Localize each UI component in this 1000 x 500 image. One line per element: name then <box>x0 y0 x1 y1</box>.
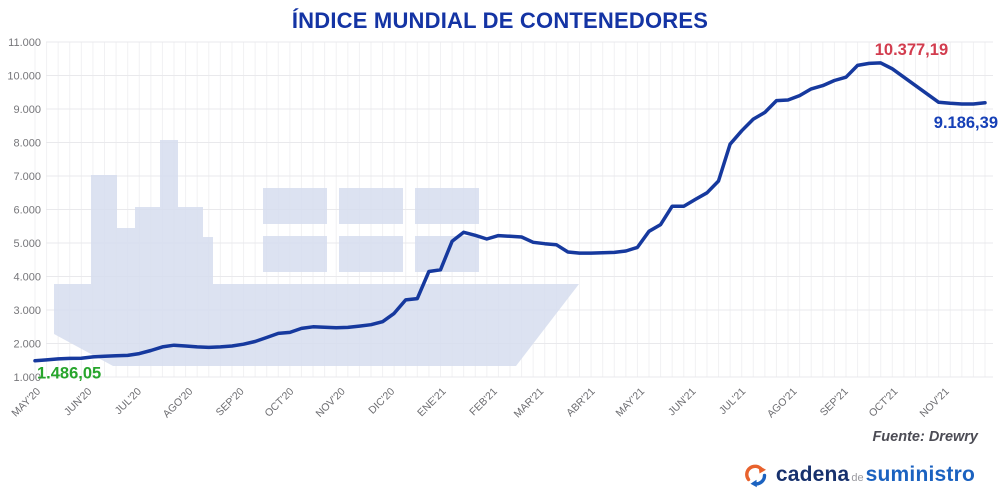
ship-watermark-block <box>263 188 327 224</box>
x-axis-tick-label: NOV'20 <box>313 386 347 420</box>
y-axis-tick-label: 9.000 <box>13 104 41 116</box>
x-axis-tick-label: ABR'21 <box>564 386 598 420</box>
y-axis-tick-label: 10.000 <box>7 71 41 83</box>
y-axis-tick-label: 5.000 <box>13 238 41 250</box>
y-axis-tick-label: 1.000 <box>13 372 41 384</box>
x-axis-tick-label: MAR'21 <box>512 386 547 421</box>
x-axis-tick-label: OCT'21 <box>867 386 901 420</box>
x-axis-tick-label: AGO'20 <box>161 386 196 421</box>
x-axis-tick-label: FEB'21 <box>467 386 500 419</box>
y-axis-tick-label: 7.000 <box>13 171 41 183</box>
ship-watermark-block <box>415 188 479 224</box>
annotation-peak-value: 10.377,19 <box>875 41 948 59</box>
container-ship-watermark <box>54 140 579 366</box>
logo-word-suministro: suministro <box>865 463 975 486</box>
ship-watermark-block <box>263 236 327 272</box>
wci-line-series <box>33 61 987 363</box>
y-axis-tick-label: 8.000 <box>13 138 41 150</box>
ship-watermark-block <box>178 207 203 284</box>
ship-watermark-block <box>117 228 135 284</box>
ship-watermark-block <box>339 188 403 224</box>
ship-watermark-block <box>339 236 403 272</box>
source-note: Fuente: Drewry <box>872 429 978 445</box>
y-axis-tick-label: 11.000 <box>8 37 41 49</box>
ship-watermark-block <box>91 175 117 284</box>
x-axis-tick-label: JUN'20 <box>62 386 95 419</box>
ship-watermark-block <box>203 237 213 284</box>
x-axis-tick-label: JUL'20 <box>113 386 144 417</box>
y-axis-tick-label: 3.000 <box>13 305 41 317</box>
annotation-end-value: 9.186,39 <box>934 114 998 132</box>
y-axis-tick-label: 6.000 <box>13 205 41 217</box>
logo-word-cadena: cadena <box>775 463 850 486</box>
x-axis-tick-label: DIC'20 <box>366 386 397 417</box>
cadena-de-suministro-logo[interactable]: cadena de suministro <box>743 459 975 491</box>
ship-watermark-block <box>160 140 178 284</box>
x-axis-tick-label: SEP'21 <box>818 386 851 419</box>
x-axis-tick-label: MAY'20 <box>9 386 43 420</box>
y-axis-tick-label: 4.000 <box>13 272 41 284</box>
x-axis-tick-label: NOV'21 <box>918 386 952 420</box>
ship-watermark-block <box>135 207 160 284</box>
annotation-start-value: 1.486,05 <box>37 365 101 383</box>
cadena-logo-circular-arrows-icon <box>743 461 769 489</box>
y-axis-tick-label: 2.000 <box>13 339 41 351</box>
chart-title: ÍNDICE MUNDIAL DE CONTENEDORES <box>291 8 709 33</box>
x-axis-tick-label: OCT'20 <box>263 386 297 420</box>
logo-word-de: de <box>851 472 864 484</box>
x-axis-tick-label: JUL'21 <box>717 386 748 417</box>
x-axis-tick-label: AGO'21 <box>765 386 800 421</box>
x-axis-tick-label: ENE'21 <box>415 386 449 420</box>
x-axis-tick-label: MAY'21 <box>613 386 647 420</box>
x-axis-tick-label: SEP'20 <box>214 386 247 419</box>
x-axis-tick-label: JUN'21 <box>666 386 699 419</box>
